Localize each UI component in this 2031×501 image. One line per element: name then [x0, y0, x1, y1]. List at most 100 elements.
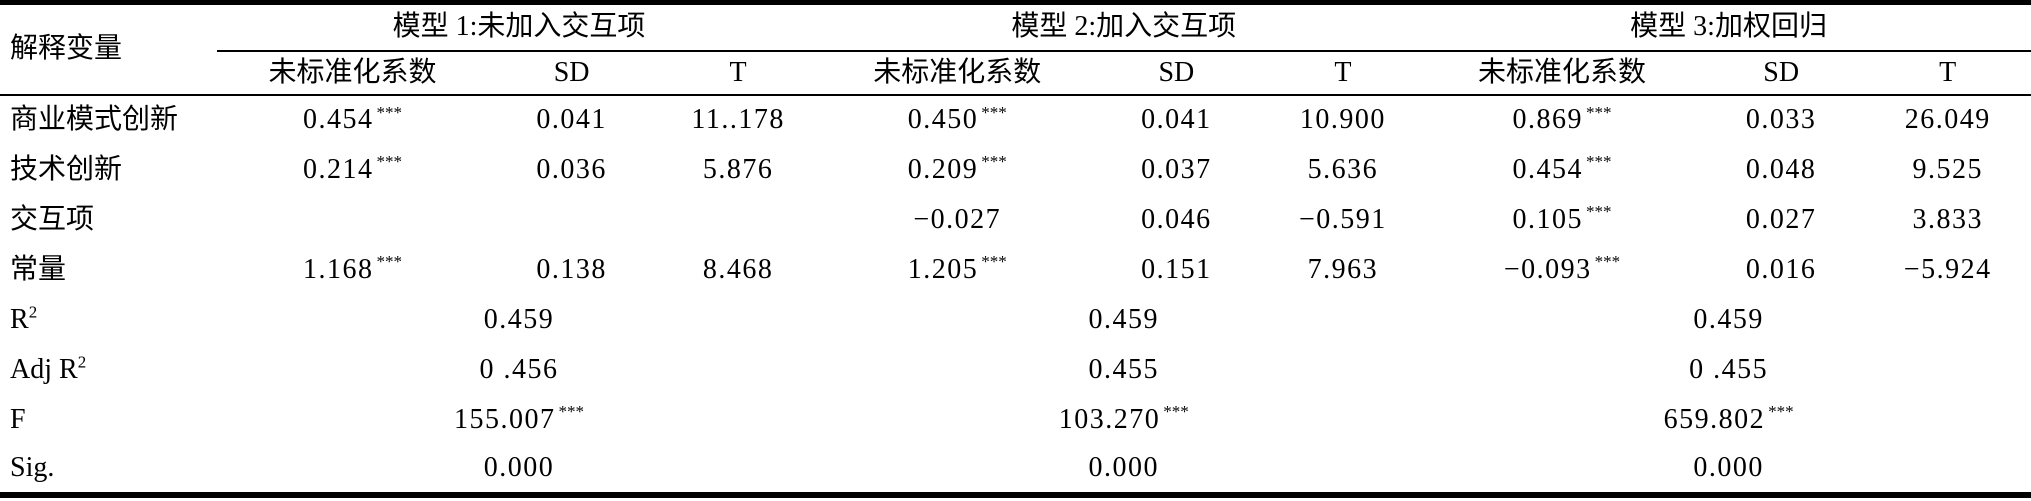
- data-cell: 0.209 ***: [821, 145, 1093, 195]
- cell-value: 0.000: [1088, 452, 1159, 483]
- data-cell: 0.046: [1093, 195, 1260, 245]
- data-cell: [217, 195, 489, 245]
- cell-value: 0.041: [536, 104, 607, 135]
- data-cell: 0.454 ***: [1426, 145, 1698, 195]
- row-label: 交互项: [10, 203, 95, 235]
- data-cell: 0.027: [1698, 195, 1865, 245]
- label-superscript: 2: [77, 352, 87, 372]
- cell-value: 11..178: [691, 104, 785, 135]
- data-cell: 0.041: [488, 95, 655, 145]
- row-label: 商业模式创新: [10, 104, 179, 135]
- data-cell: 1.205 ***: [821, 245, 1093, 295]
- model-header-row: 解释变量 模型 1:未加入交互项 模型 2:加入交互项 模型 3:加权回归: [0, 2, 2031, 96]
- cell-value: 0.151: [1141, 253, 1212, 285]
- model-3-sd-header: SD: [1697, 50, 1865, 96]
- significance-stars: ***: [1586, 102, 1612, 122]
- data-cell: [488, 195, 655, 245]
- data-cell: 7.963: [1260, 245, 1427, 295]
- significance-stars: ***: [1163, 402, 1189, 422]
- data-cell: 9.525: [1864, 145, 2031, 195]
- cell-value: 0.450 ***: [907, 102, 1007, 135]
- cell-value: 0.000: [483, 452, 555, 483]
- data-cell: 5.636: [1260, 145, 1427, 195]
- summary-cell: 0.459: [1426, 295, 2031, 345]
- data-cell: 0.151: [1093, 245, 1260, 295]
- cell-value: −5.924: [1903, 253, 1992, 285]
- coefficient-row: 常量 1.168 *** 0.138 8.468 1.205 *** 0.151 7.963 −0…: [0, 245, 2031, 295]
- data-cell: 0.033: [1698, 95, 1865, 145]
- data-cell: 0.036: [488, 145, 655, 195]
- cell-value: 0.455: [1088, 353, 1159, 385]
- cell-value: 0.138: [536, 253, 607, 285]
- data-cell: 0.450 ***: [821, 95, 1093, 145]
- coefficient-row: 技术创新 0.214 *** 0.036 5.876 0.209 *** 0.037 5.636…: [0, 145, 2031, 195]
- cell-value: 26.049: [1904, 104, 1991, 135]
- significance-stars: ***: [558, 402, 584, 422]
- data-cell: 0.138: [488, 245, 655, 295]
- cell-value: 0.459: [1693, 303, 1764, 335]
- summary-cell: 0 .456: [217, 345, 822, 395]
- model-1-sd-header: SD: [488, 50, 655, 96]
- cell-value: 0.869 ***: [1512, 102, 1612, 135]
- cell-value: 3.833: [1912, 203, 1983, 235]
- cell-value: 0.454 ***: [302, 102, 402, 135]
- cell-value: −0.027: [913, 203, 1002, 235]
- label-superscript: 2: [28, 302, 38, 322]
- summary-row: F 155.007 *** 103.270 *** 659.802 ***: [0, 395, 2031, 445]
- data-cell: 1.168 ***: [217, 245, 489, 295]
- corner-header-explanatory-variables: 解释变量: [0, 2, 217, 96]
- significance-stars: ***: [376, 252, 402, 272]
- data-cell: 0.048: [1698, 145, 1865, 195]
- data-cell: 5.876: [655, 145, 822, 195]
- data-cell: 0.037: [1093, 145, 1260, 195]
- summary-row: Adj R2 0 .456 0.455 0 .455: [0, 345, 2031, 395]
- data-cell: [655, 195, 822, 245]
- summary-cell: 155.007 ***: [217, 395, 822, 445]
- cell-value: 0.459: [483, 303, 555, 335]
- row-label: F: [10, 403, 26, 435]
- cell-value: 0.033: [1745, 104, 1817, 135]
- cell-value: 0.454 ***: [1512, 152, 1612, 185]
- cell-value: 0.046: [1141, 203, 1212, 235]
- cell-value: 0.041: [1141, 104, 1212, 135]
- summary-row: R2 0.459 0.459 0.459: [0, 295, 2031, 345]
- model-2-t-header: T: [1259, 50, 1427, 96]
- data-cell: 0.041: [1093, 95, 1260, 145]
- model-2-header: 模型 2:加入交互项: [821, 2, 1427, 52]
- coefficient-row: 商业模式创新 0.454 *** 0.041 11..178 0.450 *** 0.041 1…: [0, 95, 2031, 145]
- significance-stars: ***: [1594, 252, 1621, 272]
- cell-value: −0.591: [1298, 203, 1387, 235]
- row-label: 技术创新: [10, 153, 123, 185]
- cell-value: 1.205 ***: [907, 252, 1007, 285]
- summary-cell: 0.000: [821, 445, 1426, 495]
- cell-value: 0.459: [1088, 303, 1159, 335]
- cell-value: 0.016: [1745, 253, 1817, 285]
- significance-stars: ***: [376, 102, 402, 122]
- summary-cell: 0.459: [821, 295, 1426, 345]
- data-cell: 0.016: [1698, 245, 1865, 295]
- model-1-coef-header: 未标准化系数: [216, 50, 489, 96]
- cell-value: 0.048: [1745, 153, 1817, 185]
- cell-value: 0.209 ***: [907, 152, 1007, 185]
- data-cell: 0.214 ***: [217, 145, 489, 195]
- cell-value: 0.105 ***: [1512, 202, 1612, 235]
- significance-stars: ***: [981, 252, 1007, 272]
- significance-stars: ***: [981, 102, 1007, 122]
- data-cell: −0.027: [821, 195, 1093, 245]
- cell-value: 5.636: [1307, 153, 1379, 185]
- model-3-header: 模型 3:加权回归: [1426, 2, 2031, 52]
- significance-stars: ***: [981, 152, 1007, 172]
- cell-value: 0 .455: [1689, 353, 1769, 385]
- significance-stars: ***: [376, 152, 402, 172]
- significance-stars: ***: [1586, 152, 1612, 172]
- cell-value: 0 .456: [479, 353, 559, 385]
- cell-value: 1.168 ***: [302, 252, 402, 285]
- data-cell: 0.105 ***: [1426, 195, 1698, 245]
- summary-cell: 0.455: [821, 345, 1426, 395]
- cell-value: 0.027: [1745, 203, 1817, 235]
- coefficient-row: 交互项 −0.027 0.046 −0.591 0.105 *** 0.027 3.833: [0, 195, 2031, 245]
- cell-value: 8.468: [702, 253, 774, 285]
- model-3-coef-header: 未标准化系数: [1426, 50, 1698, 96]
- row-label: Adj R2: [10, 352, 87, 385]
